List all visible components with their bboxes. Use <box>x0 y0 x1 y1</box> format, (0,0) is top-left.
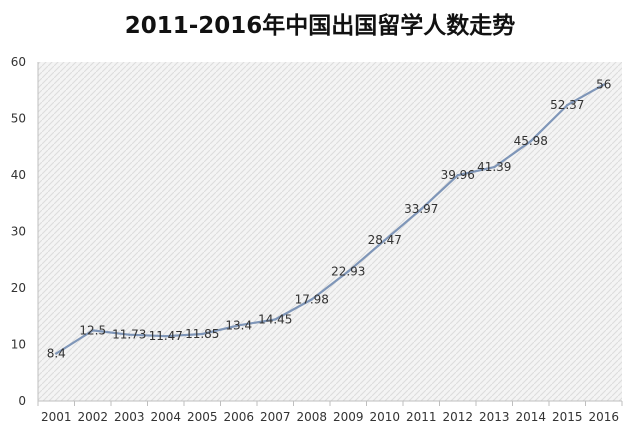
chart-title: 2011-2016年中国出国留学人数走势 <box>124 13 516 39</box>
data-point <box>91 329 94 332</box>
data-point <box>201 332 204 336</box>
data-point <box>274 318 277 321</box>
data-label: 41.39 <box>477 160 511 174</box>
data-label: 17.98 <box>295 292 329 306</box>
series-line <box>55 83 605 355</box>
data-label: 12.5 <box>79 323 106 337</box>
y-tick-label: 20 <box>11 281 26 295</box>
x-tick-label: 2010 <box>369 410 400 424</box>
data-label: 8.4 <box>47 347 66 361</box>
x-tick-label: 2003 <box>114 410 145 424</box>
x-tick-label: 2011 <box>406 410 437 424</box>
data-point <box>493 165 496 169</box>
x-tick-label: 2016 <box>588 410 619 424</box>
y-tick-label: 60 <box>11 55 26 69</box>
data-label: 33.97 <box>404 202 438 216</box>
x-tick-label: 2006 <box>223 410 254 424</box>
data-label: 56 <box>596 78 611 92</box>
x-tick-label: 2014 <box>515 410 546 424</box>
data-point <box>347 270 350 273</box>
y-tick-label: 0 <box>18 394 26 408</box>
y-tick-label: 40 <box>11 168 26 182</box>
x-tick-label: 2015 <box>552 410 583 424</box>
data-label: 28.47 <box>368 233 402 247</box>
data-point <box>310 298 313 301</box>
data-point <box>128 333 131 336</box>
x-tick-label: 2009 <box>333 410 364 424</box>
data-label: 13.4 <box>225 318 252 332</box>
x-tick-label: 2013 <box>479 410 510 424</box>
x-tick-label: 2008 <box>296 410 327 424</box>
data-point <box>383 238 386 242</box>
x-tick-label: 2001 <box>41 410 72 424</box>
data-label: 39.96 <box>441 168 475 182</box>
x-tick-label: 2012 <box>442 410 473 424</box>
x-tick-label: 2005 <box>187 410 218 424</box>
data-point <box>237 324 240 327</box>
data-point <box>566 103 569 107</box>
data-point <box>55 352 58 355</box>
data-label: 11.73 <box>112 328 146 342</box>
data-label: 22.93 <box>331 264 365 278</box>
data-point <box>164 334 167 338</box>
x-tick-label: 2002 <box>77 410 108 424</box>
data-label: 14.45 <box>258 312 292 326</box>
data-point <box>529 140 532 143</box>
data-point <box>420 207 423 211</box>
data-label: 11.47 <box>149 329 183 343</box>
y-tick-label: 10 <box>11 338 26 352</box>
plot-area <box>38 62 622 401</box>
data-point <box>602 83 605 86</box>
data-label: 45.98 <box>514 134 548 148</box>
y-tick-label: 30 <box>11 225 26 239</box>
x-tick-label: 2004 <box>150 410 181 424</box>
data-point <box>456 174 459 177</box>
y-tick-label: 50 <box>11 112 26 126</box>
data-label: 11.85 <box>185 327 219 341</box>
data-label: 52.37 <box>550 98 584 112</box>
x-tick-label: 2007 <box>260 410 291 424</box>
